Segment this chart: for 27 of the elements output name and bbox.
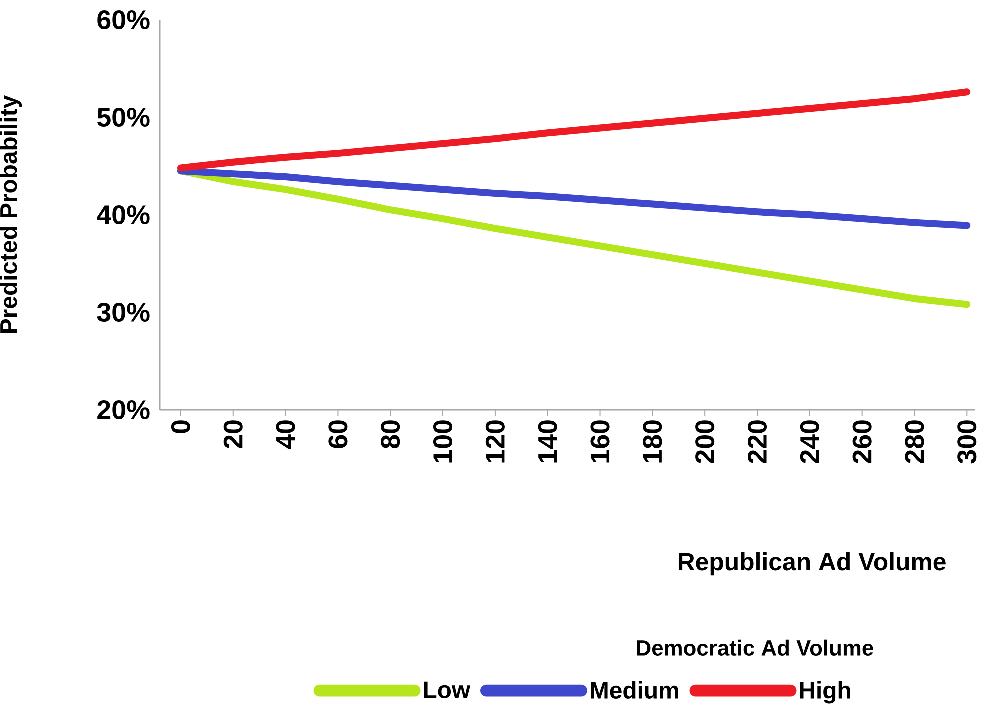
- x-tick-label: 20: [224, 420, 243, 448]
- x-tick-label: 260: [852, 420, 872, 464]
- x-tick-label: 40: [276, 420, 296, 450]
- x-tick-label: 160: [590, 420, 610, 463]
- x-tick-label: 300: [958, 420, 977, 464]
- legend-title: Democratic Ad Volume: [637, 640, 874, 656]
- x-tick-label: 80: [381, 420, 400, 449]
- x-tick-label: 120: [486, 420, 505, 463]
- legend-label: Medium: [591, 681, 678, 699]
- y-axis-title: Predicted Probability: [0, 96, 22, 333]
- legend-label: Low: [424, 682, 471, 699]
- y-tick-label: 60%: [98, 10, 150, 30]
- x-tick-label: 200: [696, 420, 715, 464]
- legend-label: High: [800, 681, 850, 704]
- y-tick-label: 20%: [98, 400, 150, 420]
- x-tick-label: 0: [171, 420, 190, 434]
- x-tick-label: 220: [748, 420, 768, 464]
- x-axis-title: Republican Ad Volume: [678, 552, 946, 576]
- y-tick-label: 30%: [97, 302, 150, 322]
- y-tick-label: 40%: [97, 205, 150, 225]
- x-tick-label: 100: [434, 420, 453, 463]
- x-tick-label: 60: [328, 420, 348, 448]
- x-tick-label: 180: [643, 420, 662, 463]
- x-tick-label: 280: [905, 420, 924, 464]
- x-tick-label: 140: [538, 420, 558, 463]
- y-tick-label: 50%: [97, 108, 150, 128]
- x-tick-label: 240: [800, 420, 820, 464]
